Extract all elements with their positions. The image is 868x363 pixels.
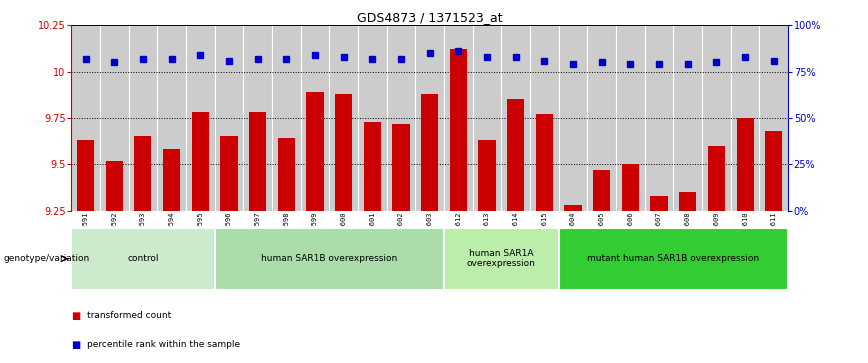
FancyBboxPatch shape xyxy=(386,25,415,211)
FancyBboxPatch shape xyxy=(214,25,243,211)
Bar xyxy=(478,140,496,211)
FancyBboxPatch shape xyxy=(157,25,186,211)
FancyBboxPatch shape xyxy=(186,25,214,211)
Bar xyxy=(135,136,152,211)
Bar xyxy=(220,136,238,211)
Bar xyxy=(106,160,122,211)
FancyBboxPatch shape xyxy=(444,228,559,290)
Bar xyxy=(737,118,753,211)
FancyBboxPatch shape xyxy=(645,25,674,211)
Text: ■: ■ xyxy=(71,311,81,321)
Bar xyxy=(621,164,639,211)
FancyBboxPatch shape xyxy=(128,25,157,211)
FancyBboxPatch shape xyxy=(559,228,788,290)
FancyBboxPatch shape xyxy=(71,228,214,290)
FancyBboxPatch shape xyxy=(329,25,358,211)
FancyBboxPatch shape xyxy=(300,25,329,211)
Text: transformed count: transformed count xyxy=(87,311,171,320)
Text: control: control xyxy=(127,254,159,263)
FancyBboxPatch shape xyxy=(731,25,760,211)
Bar xyxy=(192,113,209,211)
Bar xyxy=(364,122,381,211)
Bar xyxy=(278,138,295,211)
FancyBboxPatch shape xyxy=(588,25,616,211)
Text: mutant human SAR1B overexpression: mutant human SAR1B overexpression xyxy=(588,254,760,263)
FancyBboxPatch shape xyxy=(358,25,386,211)
FancyBboxPatch shape xyxy=(473,25,502,211)
Bar xyxy=(77,140,94,211)
Bar xyxy=(249,113,266,211)
Text: genotype/variation: genotype/variation xyxy=(3,254,89,263)
Bar xyxy=(507,99,524,211)
Text: percentile rank within the sample: percentile rank within the sample xyxy=(87,340,240,349)
Bar xyxy=(707,146,725,211)
Text: human SAR1B overexpression: human SAR1B overexpression xyxy=(261,254,398,263)
Text: ■: ■ xyxy=(71,340,81,350)
Text: human SAR1A
overexpression: human SAR1A overexpression xyxy=(467,249,536,268)
FancyBboxPatch shape xyxy=(415,25,444,211)
FancyBboxPatch shape xyxy=(71,25,100,211)
Bar xyxy=(421,94,438,211)
FancyBboxPatch shape xyxy=(530,25,559,211)
Bar xyxy=(593,170,610,211)
Bar xyxy=(450,49,467,211)
FancyBboxPatch shape xyxy=(702,25,731,211)
FancyBboxPatch shape xyxy=(674,25,702,211)
Bar xyxy=(766,131,782,211)
Bar xyxy=(679,192,696,211)
FancyBboxPatch shape xyxy=(559,25,588,211)
Bar xyxy=(564,205,582,211)
FancyBboxPatch shape xyxy=(616,25,645,211)
FancyBboxPatch shape xyxy=(444,25,473,211)
Bar xyxy=(650,196,667,211)
FancyBboxPatch shape xyxy=(100,25,128,211)
FancyBboxPatch shape xyxy=(502,25,530,211)
Bar xyxy=(335,94,352,211)
FancyBboxPatch shape xyxy=(214,228,444,290)
Bar xyxy=(536,114,553,211)
Bar xyxy=(392,123,410,211)
FancyBboxPatch shape xyxy=(243,25,272,211)
FancyBboxPatch shape xyxy=(272,25,300,211)
FancyBboxPatch shape xyxy=(760,25,788,211)
Bar xyxy=(306,92,324,211)
Title: GDS4873 / 1371523_at: GDS4873 / 1371523_at xyxy=(357,11,503,24)
Bar xyxy=(163,150,181,211)
